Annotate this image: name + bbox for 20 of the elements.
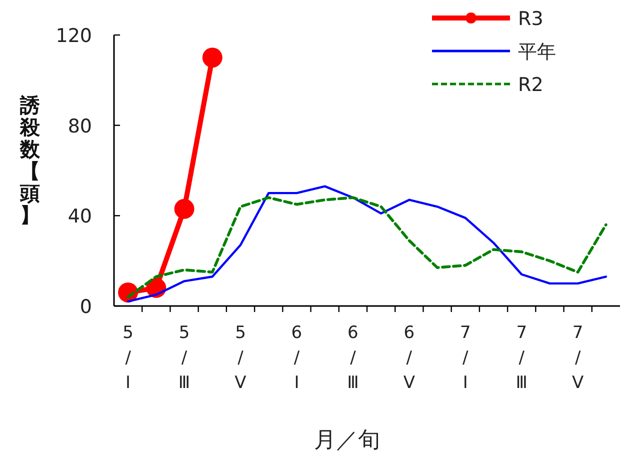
y-axis-title: 誘殺数【頭】 — [19, 93, 41, 227]
x-tick-label: 5/Ⅴ — [234, 323, 247, 393]
legend-label: R2 — [518, 74, 544, 96]
point — [202, 48, 222, 68]
y-tick-label: 0 — [80, 296, 92, 318]
legend-label: R3 — [518, 8, 544, 30]
x-tick-label: 6/Ⅴ — [403, 323, 416, 393]
y-tick-label: 40 — [68, 206, 92, 228]
x-axis-title: 月／旬 — [314, 428, 380, 453]
y-tick-label: 80 — [68, 115, 92, 138]
x-tick-label: 6/Ⅲ — [347, 323, 359, 393]
x-tick-label: 5/Ⅰ — [122, 323, 134, 393]
x-tick-label: 5/Ⅲ — [178, 323, 190, 393]
legend-label: 平年 — [518, 41, 556, 63]
x-tick-label: 6/Ⅰ — [291, 323, 302, 393]
x-tick-label: 7/Ⅲ — [516, 323, 528, 393]
x-tick-label: 7/Ⅰ — [460, 323, 471, 393]
point — [174, 198, 194, 219]
x-tick-label: 7/Ⅴ — [572, 323, 584, 393]
y-tick-label: 120 — [56, 25, 92, 47]
